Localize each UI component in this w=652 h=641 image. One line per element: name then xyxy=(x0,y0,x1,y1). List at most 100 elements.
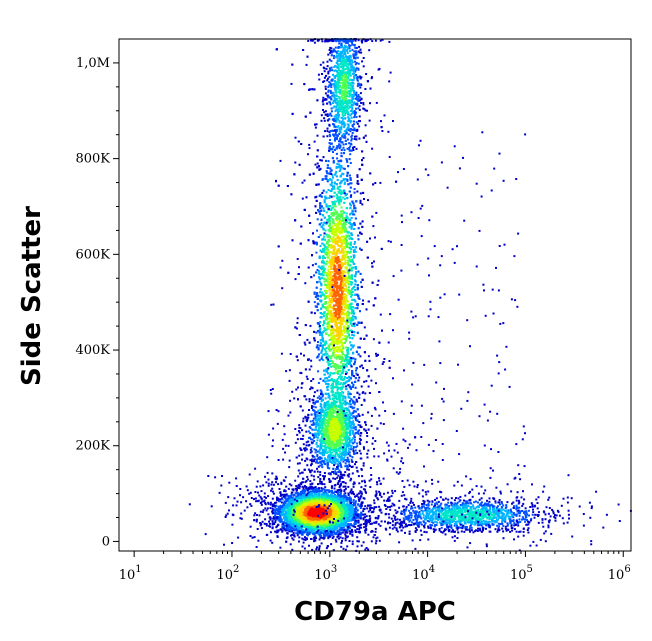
event-dot xyxy=(281,508,284,511)
event-dot xyxy=(354,509,357,512)
event-dot xyxy=(334,470,337,473)
event-dot xyxy=(336,530,339,533)
event-dot xyxy=(289,509,292,512)
event-dot xyxy=(310,496,313,499)
event-dot xyxy=(322,521,325,524)
event-dot xyxy=(225,514,228,517)
event-dot xyxy=(323,520,326,522)
event-dot xyxy=(287,502,290,505)
event-dot xyxy=(291,491,294,494)
event-dot xyxy=(338,530,341,533)
event-dot xyxy=(279,546,282,549)
event-dot xyxy=(264,503,267,506)
event-dot xyxy=(347,523,350,526)
event-dot xyxy=(284,506,287,509)
event-dot xyxy=(300,517,303,520)
event-dot xyxy=(334,504,337,507)
event-dot xyxy=(292,538,295,541)
event-dot xyxy=(266,456,269,459)
event-dot xyxy=(290,526,293,529)
event-dot xyxy=(307,515,310,518)
event-dot xyxy=(306,530,309,533)
event-dot xyxy=(360,523,363,526)
event-dot xyxy=(278,519,281,522)
event-dot xyxy=(314,492,317,495)
event-dot xyxy=(307,528,310,530)
event-dot xyxy=(305,499,308,502)
event-dot xyxy=(352,501,355,504)
event-dot xyxy=(315,512,318,515)
event-dot xyxy=(391,492,394,495)
event-dot xyxy=(316,526,319,529)
event-dot xyxy=(228,481,231,484)
event-dot xyxy=(324,524,327,527)
event-dot xyxy=(235,504,238,507)
event-dot xyxy=(304,447,307,450)
event-dot xyxy=(341,523,344,526)
event-dot xyxy=(322,524,324,527)
event-dot xyxy=(372,536,375,539)
event-dot xyxy=(277,459,280,461)
event-dot xyxy=(275,512,278,515)
event-dot xyxy=(276,525,279,528)
event-dot xyxy=(294,492,297,495)
event-dot xyxy=(299,482,302,485)
event-dot xyxy=(242,496,245,499)
event-dot xyxy=(323,488,326,491)
event-dot xyxy=(315,537,318,540)
event-dot xyxy=(360,495,363,498)
event-dot xyxy=(292,534,295,537)
event-dot xyxy=(292,532,295,534)
event-dot xyxy=(313,487,316,490)
event-dot xyxy=(298,513,301,516)
event-dot xyxy=(278,500,280,503)
event-dot xyxy=(240,501,243,504)
event-dot xyxy=(333,497,336,500)
event-dot xyxy=(295,518,298,521)
event-dot xyxy=(341,502,344,505)
event-dot xyxy=(281,525,284,528)
event-dot xyxy=(385,508,388,510)
event-dot xyxy=(330,529,333,532)
event-dot xyxy=(255,546,258,548)
event-dot xyxy=(304,501,307,504)
event-dot xyxy=(313,517,316,520)
event-dot xyxy=(282,527,285,530)
event-dot xyxy=(272,503,275,506)
event-dot xyxy=(336,510,339,513)
event-dot xyxy=(311,515,314,518)
event-dot xyxy=(333,510,336,513)
event-dot xyxy=(419,539,422,542)
event-dot xyxy=(336,535,339,538)
event-dot xyxy=(301,485,304,488)
event-dot xyxy=(336,482,339,485)
event-dot xyxy=(344,495,347,498)
event-dot xyxy=(310,529,313,532)
event-dot xyxy=(286,503,288,506)
event-dot xyxy=(334,501,337,504)
event-dot xyxy=(328,490,331,493)
event-dot xyxy=(379,524,382,527)
event-dot xyxy=(336,527,338,530)
event-dot xyxy=(354,526,357,528)
event-dot xyxy=(349,490,352,493)
event-dot xyxy=(351,517,354,520)
event-dot xyxy=(329,505,332,508)
event-dot xyxy=(357,516,360,519)
event-dot xyxy=(289,543,292,546)
event-dot xyxy=(351,540,354,543)
event-dot xyxy=(404,523,407,526)
event-dot xyxy=(320,500,323,503)
event-dot xyxy=(327,497,330,500)
event-dot xyxy=(278,488,281,490)
event-dot xyxy=(352,499,355,502)
event-dot xyxy=(315,518,318,521)
event-dot xyxy=(416,486,419,489)
event-dot xyxy=(333,501,336,504)
event-dot xyxy=(312,490,314,493)
event-dot xyxy=(391,527,394,530)
event-dot xyxy=(308,491,311,494)
event-dot xyxy=(382,477,385,480)
event-dot xyxy=(346,499,349,502)
event-dot xyxy=(297,518,300,521)
